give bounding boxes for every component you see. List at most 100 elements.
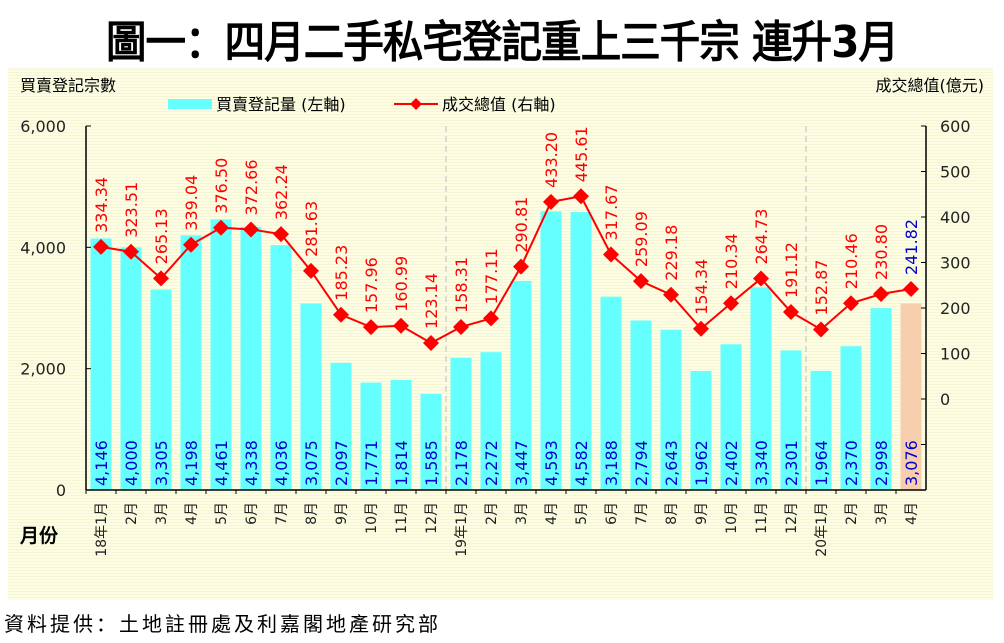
line-value-label: 157.96: [362, 257, 381, 313]
bars-group: [90, 211, 922, 490]
line-value-label: 376.50: [212, 158, 231, 214]
right-tick-label: 200: [940, 299, 971, 318]
bar-value-label: 3,340: [752, 440, 771, 486]
bar-value-label: 3,305: [152, 440, 171, 486]
left-tick-label: 0: [56, 481, 66, 500]
right-tick-label: 300: [940, 254, 971, 273]
bar-value-label: 4,146: [92, 440, 111, 486]
source-note: 資料提供：土地註冊處及利嘉閣地產研究部: [4, 612, 441, 636]
x-tick-label: 6月: [604, 502, 620, 525]
line-value-label: 210.34: [722, 233, 741, 289]
bar-value-label: 1,771: [362, 440, 381, 486]
bar-5: [240, 226, 262, 490]
line-value-label: 123.14: [422, 273, 441, 329]
line-value-label: 191.12: [782, 242, 801, 298]
chart-panel: 0 2,000 4,000 6,000 0 100 200 300 400 500 600 18年1月…: [8, 67, 993, 600]
legend: 買賣登記量 (左軸) 成交總值 (右軸): [168, 95, 556, 114]
x-tick-label: 8月: [304, 502, 320, 525]
line-point-11: [423, 334, 439, 351]
bar-1: [120, 247, 142, 490]
line-value-label: 160.99: [392, 256, 411, 312]
x-tick-label: 9月: [334, 502, 350, 525]
axes-group: 0 2,000 4,000 6,000 0 100 200 300 400 500 600 18年1月…: [20, 117, 970, 557]
bar-value-label: 3,188: [602, 440, 621, 486]
legend-line-label: 成交總值 (右軸): [442, 95, 556, 114]
line-value-label: 265.13: [152, 208, 171, 264]
line-value-label: 372.66: [242, 159, 261, 215]
x-tick-label: 2月: [124, 502, 140, 525]
bar-value-label: 2,402: [722, 440, 741, 486]
line-point-0: [93, 238, 109, 255]
bar-4: [210, 219, 232, 490]
bar-20: [690, 370, 712, 490]
left-tick-label: 6,000: [20, 117, 66, 136]
x-tick-label: 3月: [154, 502, 170, 525]
line-value-label: 259.09: [632, 211, 651, 267]
line-point-2: [153, 270, 169, 287]
line-value-label: 264.73: [752, 209, 771, 265]
chart-title: 圖一：四月二手私宅登記重上三千宗 連升3月: [105, 17, 899, 68]
x-tick-label: 6月: [244, 502, 260, 525]
bar-value-label: 3,076: [902, 440, 921, 486]
line-point-21: [723, 295, 739, 312]
line-value-label: 281.63: [302, 201, 321, 257]
line-point-15: [543, 193, 559, 210]
x-tick-label: 11月: [754, 502, 770, 534]
bar-value-label: 1,585: [422, 440, 441, 486]
bar-value-label: 2,178: [452, 440, 471, 486]
bar-value-label: 2,301: [782, 440, 801, 486]
line-value-label: 154.34: [692, 259, 711, 315]
line-value-label: 177.11: [482, 248, 501, 304]
x-tick-label: 2月: [484, 502, 500, 525]
line-value-label: 362.24: [272, 164, 291, 220]
line-value-label: 334.34: [92, 177, 111, 233]
bar-value-label: 4,000: [122, 440, 141, 486]
line-value-label: 323.51: [122, 182, 141, 238]
bar-25: [840, 346, 862, 490]
line-point-7: [303, 262, 319, 279]
chart-canvas: 0 2,000 4,000 6,000 0 100 200 300 400 500 600 18年1月…: [19, 76, 984, 557]
line-point-1: [123, 243, 139, 260]
line-value-label: 317.67: [602, 184, 621, 240]
bar-14: [510, 280, 532, 490]
bar-value-label: 3,075: [302, 440, 321, 486]
bar-10: [390, 379, 412, 490]
bar-22: [750, 287, 772, 490]
bar-value-label: 4,461: [212, 440, 231, 486]
line-point-24: [813, 321, 829, 338]
left-axis-title: 買賣登記宗數: [20, 76, 116, 95]
bar-value-label: 1,962: [692, 440, 711, 486]
bar-value-label: 1,964: [812, 440, 831, 486]
line-point-4: [213, 219, 229, 236]
bar-23: [780, 350, 802, 490]
x-tick-label: 18年1月: [94, 502, 110, 557]
bar-value-label: 2,643: [662, 440, 681, 486]
line-point-27: [903, 280, 919, 297]
right-tick-label: 100: [940, 345, 971, 364]
year-dividers: [445, 126, 807, 490]
bar-value-label: 4,338: [242, 440, 261, 486]
bar-value-label: 4,582: [572, 440, 591, 486]
line-value-label: 339.04: [182, 175, 201, 231]
line-value-label: 152.87: [812, 259, 831, 315]
bar-8: [330, 362, 352, 490]
bar-value-label: 1,814: [392, 440, 411, 486]
value-line: [100, 195, 912, 345]
x-tick-label: 3月: [514, 502, 530, 525]
line-point-18: [633, 273, 649, 290]
x-tick-label: 12月: [424, 502, 440, 534]
bar-value-label: 2,272: [482, 440, 501, 486]
bar-13: [480, 352, 502, 490]
bar-value-label: 2,794: [632, 440, 651, 486]
bar-value-label: 2,998: [872, 440, 891, 486]
line-value-label: 290.81: [512, 197, 531, 253]
bar-12: [450, 357, 472, 490]
x-tick-label: 9月: [694, 502, 710, 525]
bar-26: [870, 308, 892, 490]
bar-value-label: 3,447: [512, 440, 531, 486]
line-value-label: 158.31: [452, 257, 471, 313]
line-point-25: [843, 295, 859, 312]
line-point-10: [393, 317, 409, 334]
x-tick-label: 7月: [274, 502, 290, 525]
bar-value-label: 2,097: [332, 440, 351, 486]
